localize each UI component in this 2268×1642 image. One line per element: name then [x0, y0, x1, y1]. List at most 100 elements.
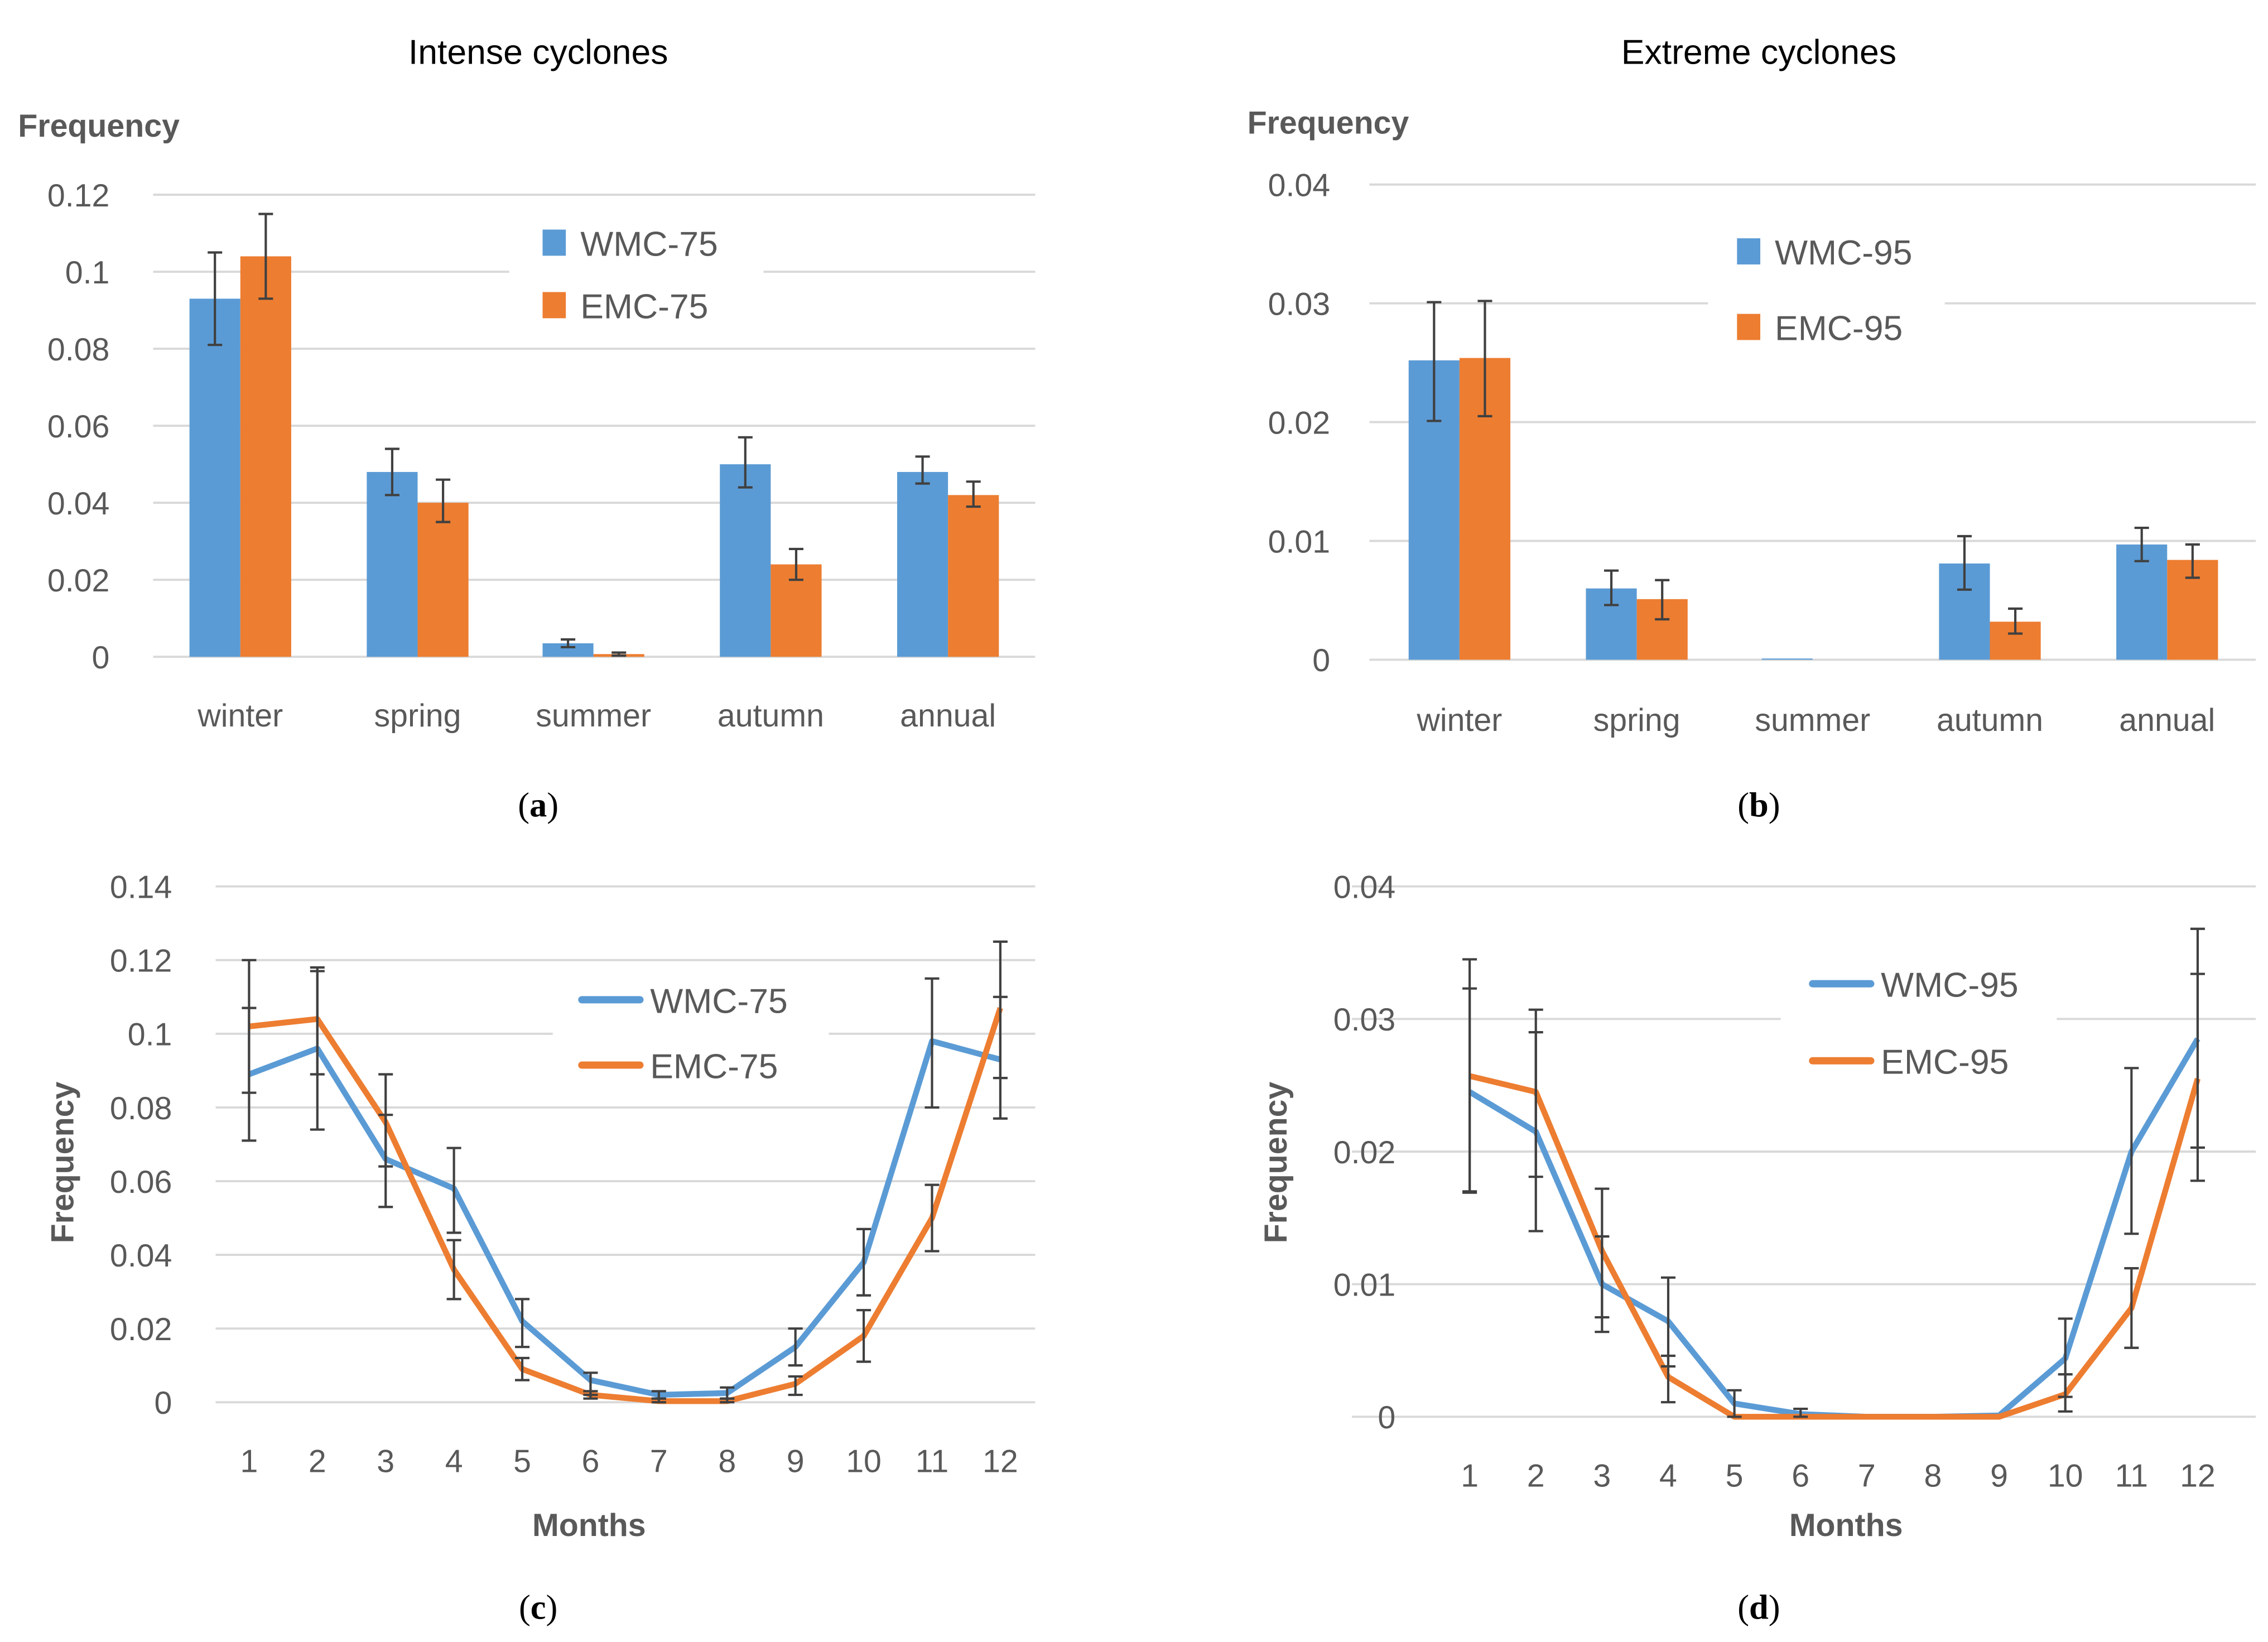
x-tick-label: 10	[846, 1443, 882, 1479]
x-tick-label: annual	[900, 698, 996, 734]
x-axis-label: Months	[532, 1508, 646, 1543]
panel-a: 0 0.02 0.04 0.06 0.08 0.1 0.12 Intense cyclones…	[18, 33, 1036, 825]
y-tick-label: 0.02	[1268, 405, 1331, 441]
y-tick-label: 0.12	[47, 178, 110, 214]
x-tick-label: 1	[240, 1443, 258, 1479]
x-tick-label: 8	[1924, 1458, 1942, 1494]
x-tick-label: 12	[2180, 1458, 2216, 1494]
y-tick-label: 0.01	[1268, 524, 1331, 560]
bar-EMC-75-annual	[948, 495, 999, 657]
y-tick-label: 0.06	[110, 1164, 172, 1200]
x-tick-label: 7	[650, 1443, 668, 1479]
y-tick-label: 0.02	[1333, 1135, 1396, 1171]
y-tick-label: 0.1	[65, 255, 110, 291]
y-tick-label: 0.12	[110, 943, 172, 979]
x-tick-label: 3	[377, 1443, 394, 1479]
x-tick-label: winter	[197, 698, 283, 734]
panel-letter: d	[1749, 1587, 1769, 1626]
x-tick-label: 10	[2048, 1458, 2083, 1494]
y-axis-label: Frequency	[45, 1082, 80, 1244]
x-tick-label: spring	[374, 698, 461, 734]
legend-label-1: EMC-95	[1881, 1043, 2009, 1082]
series-line-WMC-75	[248, 1038, 1001, 1398]
y-tick-label: 0	[155, 1385, 172, 1421]
y-tick-label: 0.08	[110, 1091, 172, 1126]
x-tick-label: 8	[718, 1443, 736, 1479]
legend-label-0: WMC-75	[650, 981, 788, 1020]
x-tick-label: 4	[445, 1443, 463, 1479]
series-line-EMC-75	[248, 1007, 1003, 1404]
y-tick-label: 0.06	[47, 409, 110, 445]
legend-label-1: EMC-75	[580, 287, 708, 326]
panel-caption: (d)	[1737, 1587, 1780, 1626]
bar-WMC-75-autumn	[720, 464, 771, 657]
x-tick-label: summer	[536, 698, 651, 734]
y-tick-label: 0.02	[110, 1312, 172, 1347]
bar-EMC-75-winter	[240, 256, 291, 657]
y-tick-label: 0.04	[47, 486, 110, 522]
x-tick-label: spring	[1593, 702, 1680, 738]
x-tick-label: winter	[1416, 702, 1502, 738]
x-tick-label: 9	[787, 1443, 805, 1479]
x-tick-label: 11	[2115, 1458, 2148, 1494]
y-tick-label: 0.14	[110, 870, 172, 906]
legend-swatch-0	[542, 229, 566, 256]
x-tick-label: 9	[1990, 1458, 2008, 1494]
y-tick-label: 0.04	[1333, 870, 1396, 906]
y-tick-label: 0	[92, 640, 110, 676]
legend-label-0: WMC-95	[1881, 966, 2019, 1005]
x-tick-label: 7	[1858, 1458, 1876, 1494]
bar-WMC-75-winter	[189, 298, 240, 657]
y-tick-label: 0.04	[110, 1238, 172, 1274]
panel-letter: a	[529, 786, 547, 825]
legend-swatch-1	[1737, 314, 1761, 340]
chart-title: Extreme cyclones	[1621, 33, 1896, 72]
legend-swatch-1	[542, 292, 566, 319]
legend-swatch-0	[1737, 238, 1761, 265]
legend-label-1: EMC-95	[1775, 309, 1903, 348]
panel-c: 0 0.02 0.04 0.06 0.08 0.1 0.12 0.14 Frequency Mon…	[45, 870, 1036, 1626]
bar-WMC-95-summer	[1761, 658, 1813, 660]
x-tick-label: autumn	[1937, 702, 2043, 738]
y-tick-label: 0	[1378, 1400, 1395, 1436]
x-tick-label: 1	[1461, 1458, 1479, 1494]
x-tick-label: summer	[1755, 702, 1870, 738]
legend-label-0: WMC-75	[580, 224, 718, 263]
y-tick-label: 0.1	[128, 1017, 172, 1053]
x-tick-label: 5	[513, 1443, 531, 1479]
y-tick-label: 0.01	[1333, 1267, 1396, 1303]
x-tick-label: 2	[1527, 1458, 1545, 1494]
bar-EMC-75-spring	[417, 503, 469, 657]
x-tick-label: 5	[1726, 1458, 1744, 1494]
panel-b: 0 0.01 0.02 0.03 0.04 Extreme cyclones Frequen…	[1248, 33, 2256, 825]
x-tick-label: annual	[2119, 702, 2215, 738]
y-tick-label: 0.04	[1268, 168, 1331, 204]
x-tick-label: 6	[582, 1443, 600, 1479]
y-axis-label: Frequency	[1258, 1082, 1294, 1244]
legend-label-0: WMC-95	[1775, 233, 1913, 272]
series-line-EMC-95	[1468, 1073, 2200, 1420]
panel-caption: (a)	[518, 786, 558, 825]
x-tick-label: 2	[309, 1443, 326, 1479]
panel-letter: b	[1749, 786, 1769, 825]
x-tick-label: 3	[1593, 1458, 1611, 1494]
bar-WMC-75-spring	[367, 471, 418, 657]
panel-letter: c	[531, 1587, 546, 1626]
y-tick-label: 0.03	[1333, 1002, 1396, 1038]
x-axis-label: Months	[1789, 1508, 1903, 1543]
panel-caption: (b)	[1737, 786, 1780, 825]
chart-title: Intense cyclones	[408, 33, 668, 72]
bar-WMC-95-annual	[2116, 544, 2168, 660]
y-axis-label: Frequency	[18, 108, 180, 144]
bar-WMC-75-annual	[897, 471, 948, 657]
y-tick-label: 0.02	[47, 563, 110, 599]
y-tick-label: 0	[1312, 643, 1330, 678]
panel-caption: (c)	[519, 1587, 557, 1626]
x-tick-label: 4	[1659, 1458, 1677, 1494]
x-tick-label: autumn	[718, 698, 824, 734]
y-axis-label: Frequency	[1248, 105, 1409, 141]
x-tick-label: 11	[916, 1443, 948, 1479]
legend-label-1: EMC-75	[650, 1047, 778, 1086]
